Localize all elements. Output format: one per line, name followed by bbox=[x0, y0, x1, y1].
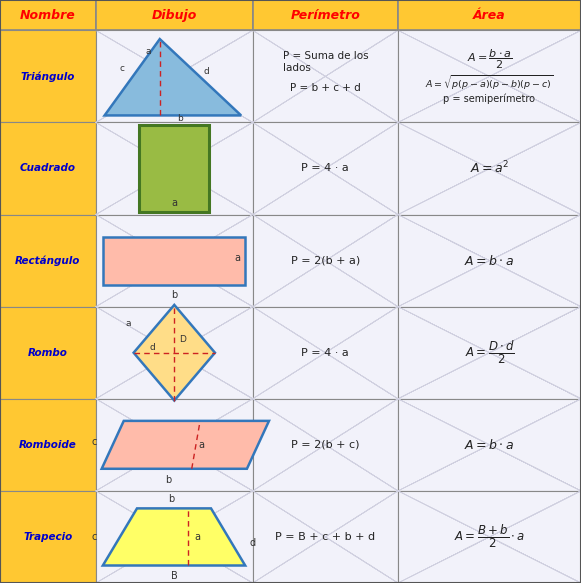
Bar bbox=[253, 0, 398, 30]
Bar bbox=[96, 307, 253, 399]
Text: p = semiperímetro: p = semiperímetro bbox=[443, 93, 536, 104]
Text: Trapecio: Trapecio bbox=[23, 532, 73, 542]
Polygon shape bbox=[134, 305, 215, 401]
Text: b: b bbox=[171, 290, 177, 300]
Text: Triángulo: Triángulo bbox=[21, 71, 75, 82]
Bar bbox=[0, 30, 96, 122]
Text: a: a bbox=[171, 198, 177, 208]
Text: Dibujo: Dibujo bbox=[152, 9, 197, 22]
Text: c: c bbox=[92, 437, 97, 447]
Text: b: b bbox=[168, 494, 174, 504]
Polygon shape bbox=[102, 421, 269, 469]
Text: $A = \dfrac{B + b}{2} \cdot a$: $A = \dfrac{B + b}{2} \cdot a$ bbox=[454, 524, 525, 550]
Bar bbox=[253, 307, 398, 399]
Text: P = 2(b + a): P = 2(b + a) bbox=[290, 255, 360, 266]
Bar bbox=[0, 399, 96, 491]
Polygon shape bbox=[105, 39, 241, 115]
Bar bbox=[398, 122, 581, 215]
Bar bbox=[398, 307, 581, 399]
Text: $A = \dfrac{b \cdot a}{2}$: $A = \dfrac{b \cdot a}{2}$ bbox=[467, 47, 512, 71]
Text: $A = \sqrt{p(p-a)(p-b)(p-c)}$: $A = \sqrt{p(p-a)(p-b)(p-c)}$ bbox=[425, 73, 554, 92]
Bar bbox=[253, 491, 398, 583]
Text: P = 2(b + c): P = 2(b + c) bbox=[291, 440, 360, 450]
Text: Cuadrado: Cuadrado bbox=[20, 163, 76, 174]
Bar bbox=[0, 215, 96, 307]
Bar bbox=[398, 491, 581, 583]
Bar bbox=[398, 0, 581, 30]
Text: P = B + c + b + d: P = B + c + b + d bbox=[275, 532, 375, 542]
Bar bbox=[139, 125, 209, 212]
Text: Área: Área bbox=[473, 9, 506, 22]
Text: c: c bbox=[119, 64, 124, 73]
Bar bbox=[96, 122, 253, 215]
Bar bbox=[0, 307, 96, 399]
Text: Perímetro: Perímetro bbox=[290, 9, 360, 22]
Bar bbox=[253, 399, 398, 491]
Bar bbox=[96, 0, 253, 30]
Text: Nombre: Nombre bbox=[20, 9, 76, 22]
Bar bbox=[103, 237, 245, 285]
Text: b: b bbox=[177, 114, 183, 123]
Bar bbox=[96, 215, 253, 307]
Bar bbox=[0, 0, 96, 30]
Text: P = 4 · a: P = 4 · a bbox=[302, 163, 349, 174]
Text: $A = b \cdot a$: $A = b \cdot a$ bbox=[464, 254, 515, 268]
Bar bbox=[398, 30, 581, 122]
Text: P = 4 · a: P = 4 · a bbox=[302, 347, 349, 358]
Text: d: d bbox=[203, 67, 209, 76]
Text: a: a bbox=[235, 253, 241, 264]
Bar bbox=[96, 491, 253, 583]
Text: a: a bbox=[194, 532, 200, 542]
Text: Rombo: Rombo bbox=[28, 347, 68, 358]
Text: d: d bbox=[149, 343, 155, 352]
Text: b: b bbox=[166, 475, 171, 484]
Text: B: B bbox=[171, 571, 178, 581]
Text: D: D bbox=[179, 335, 186, 344]
Text: P = b + c + d: P = b + c + d bbox=[290, 83, 361, 93]
Text: d: d bbox=[250, 538, 256, 548]
Text: P = Suma de los
lados: P = Suma de los lados bbox=[282, 51, 368, 73]
Text: $A = \dfrac{D \cdot d}{2}$: $A = \dfrac{D \cdot d}{2}$ bbox=[465, 339, 514, 366]
Text: a: a bbox=[145, 47, 150, 55]
Polygon shape bbox=[103, 508, 245, 566]
Text: c: c bbox=[92, 532, 97, 542]
Text: Rectángulo: Rectángulo bbox=[15, 255, 81, 266]
Text: a: a bbox=[125, 319, 131, 328]
Bar bbox=[0, 491, 96, 583]
Bar bbox=[96, 30, 253, 122]
Text: $A = b \cdot a$: $A = b \cdot a$ bbox=[464, 438, 515, 452]
Bar bbox=[96, 399, 253, 491]
Text: Romboide: Romboide bbox=[19, 440, 77, 450]
Bar bbox=[253, 215, 398, 307]
Bar bbox=[0, 122, 96, 215]
Bar bbox=[253, 30, 398, 122]
Text: $A = a^2$: $A = a^2$ bbox=[470, 160, 509, 177]
Bar bbox=[398, 215, 581, 307]
Bar bbox=[253, 122, 398, 215]
Bar bbox=[398, 399, 581, 491]
Text: a: a bbox=[199, 440, 205, 450]
